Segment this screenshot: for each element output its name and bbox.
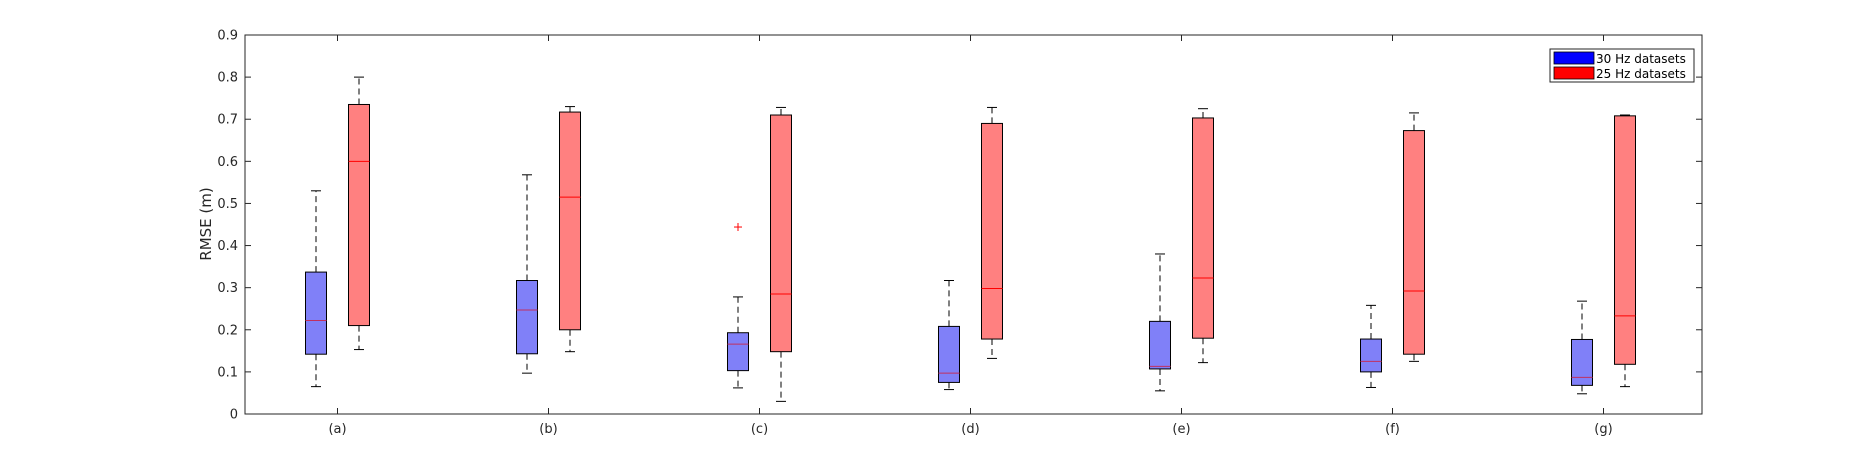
iqr-box	[348, 103, 370, 327]
iqr-box	[938, 325, 960, 383]
iqr-box	[516, 280, 538, 355]
y-tick-label: 0.9	[217, 29, 238, 44]
y-tick-label: 0.8	[217, 71, 238, 86]
box-30hz	[938, 280, 960, 391]
box-30hz	[1571, 300, 1593, 395]
box-25hz	[348, 76, 370, 351]
y-axis-title: RMSE (m)	[197, 187, 215, 260]
box-30hz	[516, 174, 538, 374]
legend-label-30hz: 30 Hz datasets	[1596, 52, 1686, 66]
iqr-box	[981, 122, 1003, 340]
legend-label-25hz: 25 Hz datasets	[1596, 67, 1686, 81]
iqr-box	[559, 111, 581, 331]
box-30hz	[305, 190, 327, 388]
x-tick-label: (b)	[539, 422, 557, 437]
x-tick-label: (d)	[961, 422, 979, 437]
y-tick-label: 0.4	[217, 239, 238, 254]
iqr-box	[1149, 320, 1171, 370]
x-tick-label: (f)	[1385, 422, 1400, 437]
y-tick-label: 0.3	[217, 281, 238, 296]
outlier-marker	[734, 223, 742, 232]
y-tick-label: 0.2	[217, 323, 238, 338]
x-tick-label: (g)	[1594, 422, 1612, 437]
x-axis: (a) (b) (c) (d) (e) (f) (g)	[328, 35, 1613, 437]
x-tick-label: (a)	[328, 422, 346, 437]
box-25hz	[981, 106, 1003, 359]
iqr-box	[1192, 117, 1214, 339]
boxes-layer	[305, 76, 1636, 402]
y-axis: 0 0.1 0.2 0.3 0.4 0.5 0.6 0.7 0.8 0.9	[217, 29, 1702, 423]
box-25hz	[1614, 114, 1636, 388]
box-25hz	[559, 106, 581, 353]
plot-area-frame	[244, 34, 1703, 415]
box-30hz	[1149, 253, 1171, 392]
box-25hz	[1403, 112, 1425, 362]
x-tick-label: (e)	[1172, 422, 1190, 437]
y-tick-label: 0.6	[217, 155, 238, 170]
iqr-box	[770, 114, 792, 353]
legend-swatch-30hz	[1553, 51, 1595, 65]
box-30hz	[727, 223, 749, 389]
y-tick-label: 0.5	[217, 197, 238, 212]
legend-swatch-25hz	[1553, 66, 1595, 80]
iqr-box	[1403, 130, 1425, 355]
y-tick-label: 0.1	[217, 365, 238, 380]
y-tick-label: 0.7	[217, 113, 238, 128]
iqr-box	[1614, 115, 1636, 365]
iqr-box	[305, 271, 327, 355]
y-tick-label: 0	[230, 408, 238, 423]
iqr-box	[1360, 338, 1382, 373]
box-30hz	[1360, 304, 1382, 388]
box-25hz	[770, 106, 792, 402]
x-tick-label: (c)	[751, 422, 768, 437]
box-25hz	[1192, 108, 1214, 364]
legend: 30 Hz datasets 25 Hz datasets	[1549, 48, 1695, 83]
iqr-box	[727, 332, 749, 372]
iqr-box	[1571, 338, 1593, 386]
